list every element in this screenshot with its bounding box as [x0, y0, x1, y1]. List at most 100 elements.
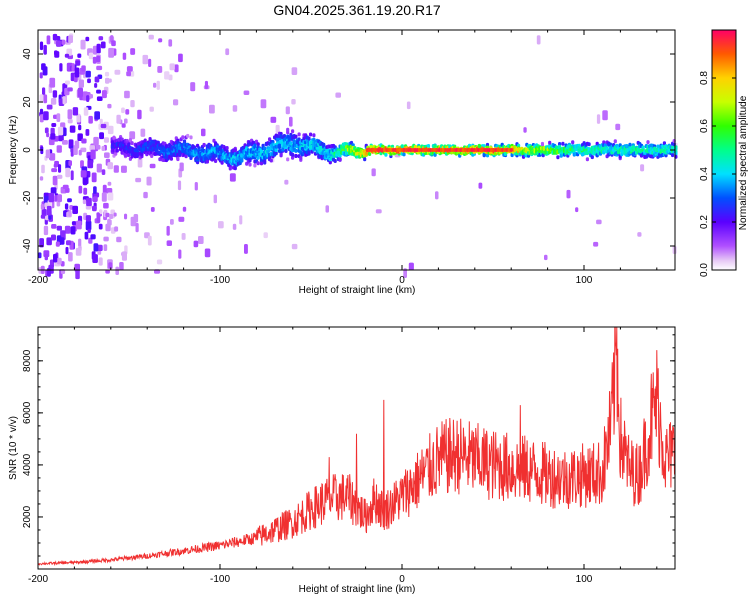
spectrogram-cell: [46, 237, 52, 246]
spectrogram-cell: [81, 138, 87, 144]
spectrogram-cell: [294, 134, 298, 139]
spectrogram-cell: [424, 148, 428, 152]
spectrogram-cell: [294, 148, 298, 153]
spectrogram-cell: [297, 137, 301, 142]
spectrogram-cell: [96, 65, 103, 71]
spectrogram-y-ticks: -40 -20 0 20 40: [22, 48, 675, 253]
spectrogram-cell: [232, 105, 238, 112]
spectrogram-cell: [181, 135, 185, 140]
spectrogram-cell: [78, 185, 83, 194]
spectrogram-cell: [75, 269, 80, 280]
spectrogram-cell: [72, 107, 79, 116]
spectrogram-cell: [46, 205, 52, 216]
spectrogram-cell: [505, 148, 509, 152]
spectrogram-cell: [418, 148, 421, 152]
y-tick-label: -20: [22, 190, 33, 205]
spectrogram-cell: [104, 152, 110, 158]
spectrogram-cell: [59, 237, 65, 245]
spectrogram-cell: [189, 135, 193, 140]
spectrogram-cell: [571, 140, 575, 145]
spectrogram-cell: [483, 148, 487, 152]
spectrogram-cell: [99, 132, 104, 140]
snr-panel: -200 -100 0 100 2000 4000 6000 8000 Height of …: [8, 326, 676, 595]
spectrogram-cell: [169, 156, 173, 161]
spectrogram-cell: [408, 262, 414, 271]
spectrogram-cell: [590, 155, 594, 160]
spectrogram-cell: [322, 142, 326, 147]
spectrogram-cell: [646, 140, 650, 145]
spectrogram-cell: [130, 48, 136, 55]
spectrogram-cell: [124, 213, 128, 220]
colorbar-ticks: 0.0 0.2 0.4 0.6 0.8: [699, 71, 736, 277]
spectrogram-cell: [82, 199, 87, 205]
spectrogram-cell: [80, 39, 86, 50]
y-tick-label: 6000: [22, 401, 33, 424]
spectrogram-cell: [64, 53, 70, 58]
spectrogram-y-label: Frequency (Hz): [8, 116, 19, 185]
x-tick-label: 100: [576, 275, 593, 286]
spectrogram-cell: [479, 148, 483, 152]
spectrogram-cell: [158, 38, 163, 43]
spectrogram-cell: [371, 168, 376, 177]
spectrogram-cell: [204, 80, 208, 90]
spectrogram-cell: [260, 99, 267, 109]
spectrogram-cell: [43, 44, 47, 55]
spectrogram-cell: [170, 219, 174, 225]
x-tick-label: -100: [210, 275, 230, 286]
spectrogram-cell: [184, 154, 188, 159]
spectrogram-cell: [285, 106, 290, 115]
spectrogram-cell: [613, 139, 617, 144]
spectrogram-cell: [96, 163, 102, 173]
spectrogram-cell: [57, 194, 62, 203]
spectrogram-cell: [142, 54, 149, 65]
spectrogram-cell: [178, 53, 183, 63]
spectrogram-cell: [73, 145, 78, 155]
spectrogram-cell: [291, 67, 298, 75]
spectrogram-cell: [256, 142, 260, 147]
spectrogram-cell: [307, 151, 311, 156]
spectrogram-cell: [102, 184, 107, 194]
spectrogram-cell: [544, 254, 548, 261]
spectrogram-cell: [338, 157, 342, 162]
spectrogram-cell: [498, 148, 502, 152]
spectrogram-cell: [78, 238, 82, 247]
spectrogram-cell: [501, 148, 504, 152]
spectrogram-cell: [641, 145, 645, 150]
spectrogram-cell: [548, 140, 552, 145]
spectrogram-cell: [57, 174, 63, 179]
spectrogram-cell: [38, 252, 42, 259]
spectrogram-cell: [406, 101, 411, 110]
spectrogram-cell: [407, 148, 411, 152]
spectrogram-cell: [279, 153, 283, 158]
spectrogram-cell: [86, 95, 90, 102]
spectrogram-cell: [51, 123, 57, 127]
snr-frame: [37, 326, 676, 570]
spectrogram-cell: [92, 56, 97, 64]
spectrogram-cell: [186, 133, 190, 138]
spectrogram-cell: [68, 252, 73, 262]
spectrogram-cell: [164, 71, 170, 80]
spectrogram-cell: [89, 94, 93, 99]
spectrogram-cell: [433, 148, 437, 152]
spectrogram-cell: [455, 148, 459, 152]
spectrogram-cell: [309, 132, 313, 137]
spectrogram-cell: [46, 104, 53, 110]
spectrogram-cell: [148, 58, 152, 67]
spectrogram-cell: [101, 169, 106, 175]
spectrogram-cell: [291, 129, 295, 134]
spectrogram-cell: [239, 215, 243, 225]
spectrogram-cell: [274, 151, 278, 156]
spectrogram-cell: [62, 140, 68, 145]
spectrogram-cell: [58, 164, 62, 173]
spectrogram-cell: [461, 148, 465, 152]
spectrogram-cell: [107, 162, 113, 170]
spectrogram-cell: [71, 221, 77, 226]
spectrogram-cell: [202, 143, 206, 148]
spectrogram-cell: [263, 232, 268, 239]
spectrogram-cell: [63, 210, 68, 217]
spectrogram-cell: [41, 164, 45, 174]
spectrogram-cell: [277, 143, 282, 148]
spectrogram-cell: [75, 247, 82, 256]
spectrogram-cell: [90, 149, 96, 160]
